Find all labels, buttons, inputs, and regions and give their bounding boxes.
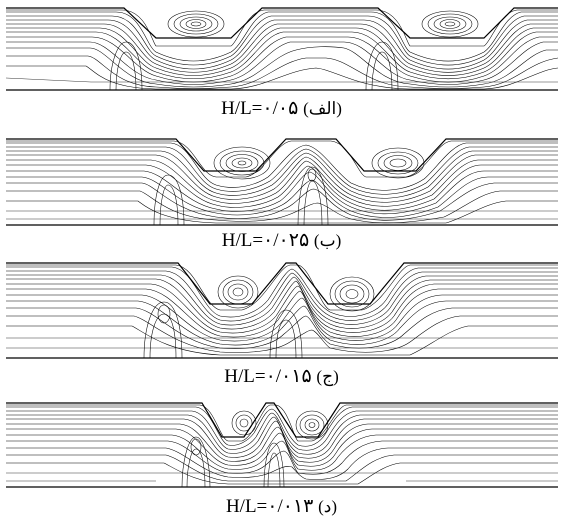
ratio-value-b: ۰/۰۲۵ xyxy=(263,230,310,251)
bottom-bubble-d1 xyxy=(181,436,211,488)
vortex-d1 xyxy=(231,410,257,436)
bottom-bubble-d2 xyxy=(263,442,285,488)
streamline-svg-b xyxy=(6,138,558,226)
bottom-bubble-a1 xyxy=(109,41,143,91)
ratio-value-a: ۰/۰۵ xyxy=(262,98,299,119)
ratio-value-c: ۰/۰۱۵ xyxy=(265,366,312,387)
streamline-svg-c xyxy=(6,262,558,359)
channel-top-wall xyxy=(6,7,558,39)
panel-tag-c: (ج) xyxy=(316,367,339,386)
panel-tag-d: (د) xyxy=(318,497,338,516)
panel-tag-a: (الف) xyxy=(303,99,342,118)
ratio-prefix-b: H/L= xyxy=(221,230,264,251)
caption-b: H/L=۰/۰۲۵ (ب) xyxy=(0,230,563,252)
channel-top-wall xyxy=(6,262,558,305)
caption-a: H/L=۰/۰۵ (الف) xyxy=(0,98,563,120)
streamline-svg-d xyxy=(6,402,558,488)
vortex-b1 xyxy=(213,146,271,180)
ratio-prefix-d: H/L= xyxy=(225,496,268,517)
bottom-bubble-c1 xyxy=(143,301,183,359)
vortex-c1 xyxy=(217,275,259,309)
streamline-svg-a xyxy=(6,7,558,91)
bottom-bubble-c2 xyxy=(269,309,303,359)
bottom-bubble-b2 xyxy=(297,166,329,226)
vortex-d2 xyxy=(295,410,329,440)
vortex-a2 xyxy=(421,10,479,38)
streamline-plot-b xyxy=(6,133,558,229)
vortex-b2 xyxy=(371,147,425,179)
panel-tag-b: (ب) xyxy=(313,231,342,250)
streamline-plot-d xyxy=(6,397,558,491)
vortex-c2 xyxy=(329,276,375,312)
streamline-plot-c xyxy=(6,258,558,362)
caption-d: H/L=۰/۰۱۳ (د) xyxy=(0,496,563,518)
channel-top-wall xyxy=(6,138,558,172)
channel-top-wall xyxy=(6,402,558,438)
ratio-prefix-a: H/L= xyxy=(221,98,263,119)
vortex-a1 xyxy=(167,10,225,38)
bottom-bubble-a2 xyxy=(365,41,399,91)
caption-c: H/L=۰/۰۱۵ (ج) xyxy=(0,366,563,388)
streamline-plot-a xyxy=(6,2,558,94)
ratio-prefix-c: H/L= xyxy=(224,366,266,387)
bottom-bubble-b1 xyxy=(153,174,185,226)
ratio-value-d: ۰/۰۱۳ xyxy=(267,496,314,517)
